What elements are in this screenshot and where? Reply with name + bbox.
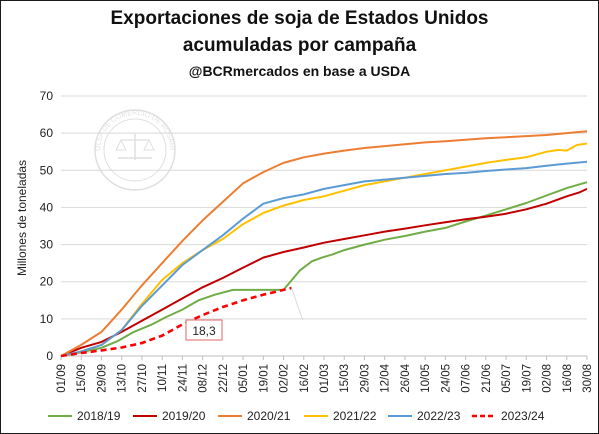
series-line-2020-21 <box>60 130 588 357</box>
legend-label: 2018/19 <box>77 409 121 423</box>
legend-label: 2019/20 <box>162 409 206 423</box>
x-tick-label: 16/02 <box>299 364 311 393</box>
y-tick-label: 70 <box>40 89 54 103</box>
annotation-value: 18,3 <box>192 324 216 338</box>
x-tick-label: 26/04 <box>400 363 412 392</box>
series-line-2022-23 <box>60 160 588 357</box>
legend-label: 2023/24 <box>501 409 545 423</box>
annotation-box <box>185 319 223 341</box>
y-tick-label: 50 <box>40 163 54 177</box>
y-tick-label: 20 <box>40 275 54 289</box>
series-line-2018-19 <box>60 181 588 357</box>
x-tick-label: 15/03 <box>339 364 351 393</box>
y-tick-label: 60 <box>40 126 54 140</box>
x-tick-label: 19/01 <box>258 364 270 393</box>
series-line-2023-24 <box>60 286 292 358</box>
x-tick-label: 10/11 <box>157 364 169 392</box>
x-tick-label: 08/12 <box>198 364 210 393</box>
x-tick-label: 02/02 <box>279 364 291 393</box>
x-tick-label: 16/08 <box>562 364 574 393</box>
x-tick-label: 07/06 <box>461 364 473 393</box>
y-axis-title: Millones de toneladas <box>15 160 29 276</box>
x-tick-label: 24/11 <box>177 364 189 392</box>
watermark-text: BOLSA DE COMERCIO DE ROSARIO <box>0 0 175 151</box>
series-line-2021-22 <box>60 142 588 357</box>
x-tick-label: 05/07 <box>501 364 513 393</box>
x-tick-label: 15/09 <box>76 364 88 393</box>
x-tick-label: 30/08 <box>582 364 594 393</box>
legend-label: 2021/22 <box>333 409 377 423</box>
x-tick-label: 27/10 <box>137 364 149 393</box>
x-tick-label: 29/03 <box>359 364 371 393</box>
y-tick-label: 10 <box>40 312 54 326</box>
legend-label: 2022/23 <box>417 409 461 423</box>
x-tick-label: 29/09 <box>96 364 108 393</box>
x-tick-label: 19/07 <box>521 364 533 393</box>
x-tick-label: 24/05 <box>440 364 452 393</box>
x-tick-label: 22/12 <box>218 364 230 393</box>
y-tick-label: 0 <box>46 349 53 363</box>
x-tick-label: 13/10 <box>117 364 129 393</box>
annotation-leader <box>291 287 304 321</box>
x-tick-label: 10/05 <box>420 364 432 393</box>
chart-title-line2: acumuladas por campaña <box>182 35 417 56</box>
y-tick-label: 30 <box>40 238 54 252</box>
x-tick-label: 12/04 <box>380 363 392 392</box>
legend-label: 2020/21 <box>247 409 291 423</box>
series-line-2019-20 <box>60 187 588 357</box>
x-tick-label: 01/09 <box>56 364 68 393</box>
chart-subtitle: @BCRmercados en base a USDA <box>188 63 411 79</box>
x-tick-label: 21/06 <box>481 364 493 393</box>
x-tick-label: 01/03 <box>319 364 331 393</box>
chart-title: Exportaciones de soja de Estados Unidos <box>110 8 489 29</box>
x-tick-label: 05/01 <box>238 364 250 393</box>
x-tick-label: 02/08 <box>542 364 554 393</box>
y-tick-label: 40 <box>40 200 54 214</box>
